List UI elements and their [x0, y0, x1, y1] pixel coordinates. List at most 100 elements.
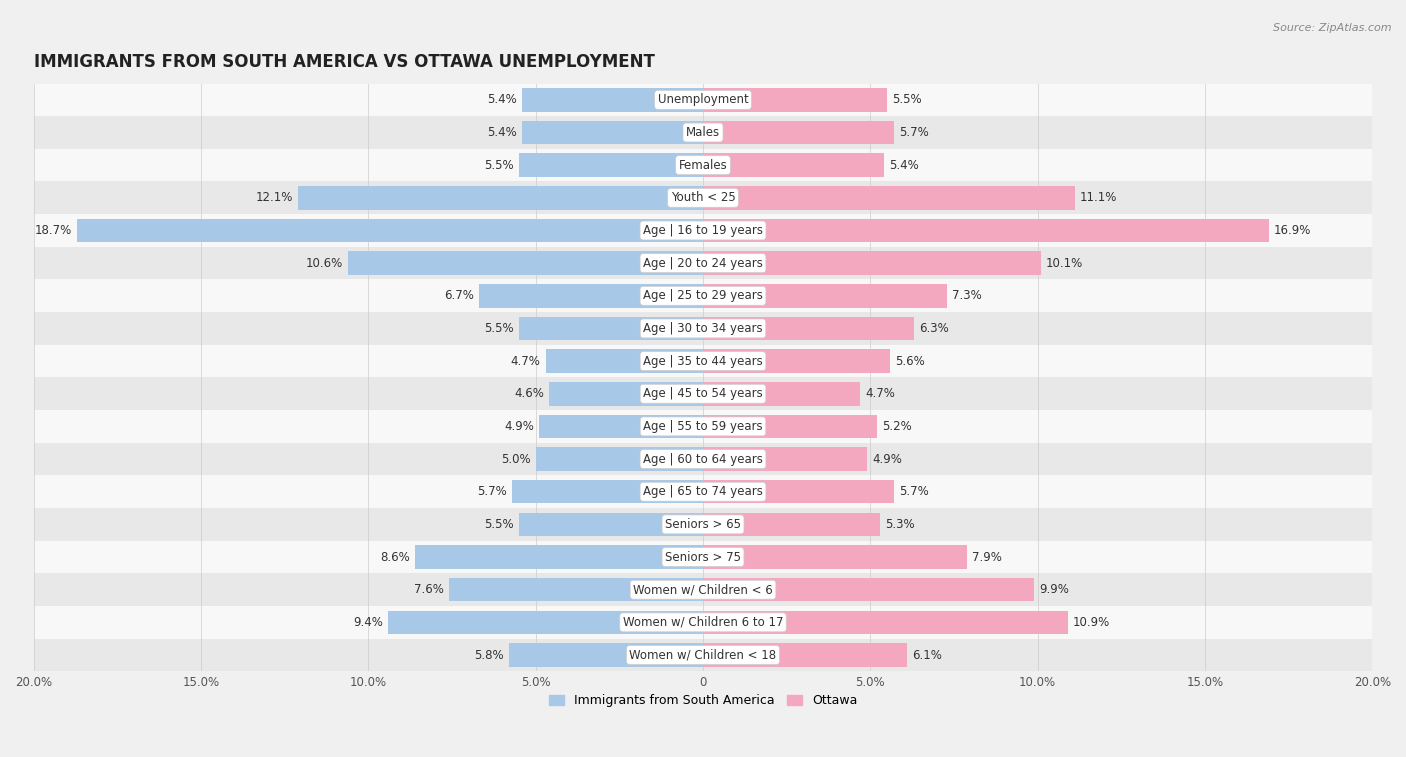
- Bar: [34, 344, 1372, 378]
- Text: 5.3%: 5.3%: [886, 518, 915, 531]
- Bar: [703, 643, 907, 667]
- Bar: [34, 378, 1372, 410]
- Bar: [34, 182, 1372, 214]
- Text: Age | 45 to 54 years: Age | 45 to 54 years: [643, 388, 763, 400]
- Bar: [519, 316, 703, 340]
- Text: 10.1%: 10.1%: [1046, 257, 1084, 269]
- Text: 10.9%: 10.9%: [1073, 616, 1111, 629]
- Bar: [34, 639, 1372, 671]
- Text: Unemployment: Unemployment: [658, 93, 748, 106]
- Bar: [509, 643, 703, 667]
- Text: Age | 20 to 24 years: Age | 20 to 24 years: [643, 257, 763, 269]
- Bar: [538, 415, 703, 438]
- Bar: [703, 545, 967, 569]
- Bar: [522, 88, 703, 111]
- Text: Age | 55 to 59 years: Age | 55 to 59 years: [643, 420, 763, 433]
- Bar: [34, 279, 1372, 312]
- Text: 5.4%: 5.4%: [488, 126, 517, 139]
- Bar: [34, 83, 1372, 116]
- Text: 11.1%: 11.1%: [1080, 192, 1116, 204]
- Text: 5.7%: 5.7%: [478, 485, 508, 498]
- Bar: [703, 186, 1074, 210]
- Bar: [415, 545, 703, 569]
- Bar: [519, 154, 703, 177]
- Text: 7.3%: 7.3%: [952, 289, 983, 302]
- Bar: [512, 480, 703, 503]
- Text: 5.5%: 5.5%: [484, 322, 513, 335]
- Bar: [703, 88, 887, 111]
- Bar: [34, 606, 1372, 639]
- Bar: [34, 475, 1372, 508]
- Text: Age | 30 to 34 years: Age | 30 to 34 years: [643, 322, 763, 335]
- Bar: [546, 349, 703, 373]
- Bar: [703, 121, 894, 145]
- Bar: [703, 154, 884, 177]
- Text: 4.9%: 4.9%: [872, 453, 901, 466]
- Bar: [703, 251, 1040, 275]
- Bar: [703, 284, 948, 307]
- Text: Women w/ Children 6 to 17: Women w/ Children 6 to 17: [623, 616, 783, 629]
- Bar: [703, 578, 1035, 602]
- Bar: [34, 508, 1372, 540]
- Bar: [34, 540, 1372, 573]
- Bar: [703, 349, 890, 373]
- Text: Seniors > 65: Seniors > 65: [665, 518, 741, 531]
- Text: Age | 25 to 29 years: Age | 25 to 29 years: [643, 289, 763, 302]
- Text: 5.6%: 5.6%: [896, 354, 925, 368]
- Bar: [34, 410, 1372, 443]
- Bar: [349, 251, 703, 275]
- Text: 4.6%: 4.6%: [515, 388, 544, 400]
- Text: Women w/ Children < 6: Women w/ Children < 6: [633, 583, 773, 597]
- Text: 5.0%: 5.0%: [501, 453, 530, 466]
- Text: Females: Females: [679, 159, 727, 172]
- Bar: [34, 149, 1372, 182]
- Text: Youth < 25: Youth < 25: [671, 192, 735, 204]
- Text: 6.7%: 6.7%: [444, 289, 474, 302]
- Text: 4.7%: 4.7%: [865, 388, 896, 400]
- Text: 5.2%: 5.2%: [882, 420, 912, 433]
- Text: 5.8%: 5.8%: [474, 649, 503, 662]
- Text: 7.9%: 7.9%: [973, 550, 1002, 563]
- Bar: [519, 512, 703, 536]
- Text: 5.7%: 5.7%: [898, 485, 928, 498]
- Text: Seniors > 75: Seniors > 75: [665, 550, 741, 563]
- Text: 16.9%: 16.9%: [1274, 224, 1310, 237]
- Bar: [703, 316, 914, 340]
- Bar: [703, 219, 1268, 242]
- Bar: [703, 415, 877, 438]
- Bar: [298, 186, 703, 210]
- Bar: [703, 480, 894, 503]
- Bar: [34, 312, 1372, 344]
- Bar: [34, 573, 1372, 606]
- Bar: [34, 247, 1372, 279]
- Text: Age | 35 to 44 years: Age | 35 to 44 years: [643, 354, 763, 368]
- Text: Age | 65 to 74 years: Age | 65 to 74 years: [643, 485, 763, 498]
- Bar: [34, 214, 1372, 247]
- Bar: [536, 447, 703, 471]
- Text: 9.4%: 9.4%: [353, 616, 384, 629]
- Text: 5.7%: 5.7%: [898, 126, 928, 139]
- Text: Males: Males: [686, 126, 720, 139]
- Text: 10.6%: 10.6%: [307, 257, 343, 269]
- Text: 6.3%: 6.3%: [920, 322, 949, 335]
- Text: 8.6%: 8.6%: [381, 550, 411, 563]
- Bar: [703, 382, 860, 406]
- Bar: [522, 121, 703, 145]
- Bar: [478, 284, 703, 307]
- Text: 9.9%: 9.9%: [1039, 583, 1070, 597]
- Text: 4.7%: 4.7%: [510, 354, 541, 368]
- Bar: [77, 219, 703, 242]
- Bar: [548, 382, 703, 406]
- Bar: [703, 447, 868, 471]
- Text: 5.4%: 5.4%: [889, 159, 918, 172]
- Text: 6.1%: 6.1%: [912, 649, 942, 662]
- Legend: Immigrants from South America, Ottawa: Immigrants from South America, Ottawa: [544, 689, 862, 712]
- Text: 7.6%: 7.6%: [413, 583, 443, 597]
- Bar: [388, 611, 703, 634]
- Bar: [703, 512, 880, 536]
- Text: IMMIGRANTS FROM SOUTH AMERICA VS OTTAWA UNEMPLOYMENT: IMMIGRANTS FROM SOUTH AMERICA VS OTTAWA …: [34, 53, 654, 71]
- Bar: [449, 578, 703, 602]
- Text: 12.1%: 12.1%: [256, 192, 292, 204]
- Text: 4.9%: 4.9%: [505, 420, 534, 433]
- Text: Women w/ Children < 18: Women w/ Children < 18: [630, 649, 776, 662]
